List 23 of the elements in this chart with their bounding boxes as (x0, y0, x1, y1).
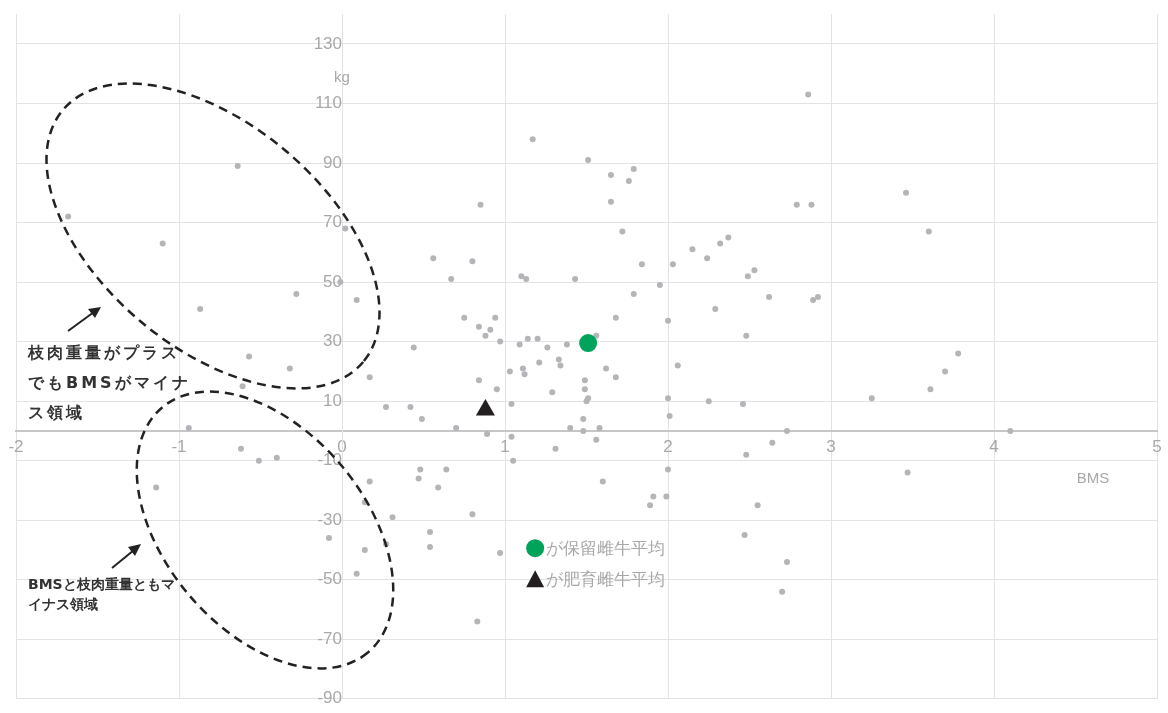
x-axis-title: BMS (1076, 469, 1110, 487)
x-tick-label: -2 (8, 436, 24, 456)
y-tick-label: 10 (323, 390, 342, 410)
y-tick-label: 110 (314, 93, 342, 113)
x-tick-label: 2 (663, 436, 673, 456)
legend-label: が肥育雌牛平均 (546, 568, 666, 589)
x-tick-label: 4 (989, 436, 999, 456)
annotation: BMSと枝肉重量ともマイナス領域 (28, 575, 176, 614)
y-tick-label: 90 (323, 152, 342, 172)
y-tick-label: -50 (317, 569, 342, 589)
x-tick-label: 1 (500, 436, 510, 456)
y-tick-label: -30 (317, 509, 342, 529)
y-tick-label: -70 (317, 628, 342, 648)
x-tick-label: 3 (826, 436, 836, 456)
y-tick-label: -90 (317, 688, 342, 708)
y-tick-label: 30 (323, 331, 342, 351)
legend-label: が保留雌牛平均 (546, 537, 666, 558)
x-tick-label: -1 (171, 436, 187, 456)
y-axis-title: kg (334, 68, 350, 86)
annotation: 枝肉重量がプラスでもBMSがマイナス領域 (28, 342, 192, 424)
y-tick-label: 70 (323, 212, 342, 232)
x-tick-label: 5 (1152, 436, 1162, 456)
y-tick-label: 130 (313, 33, 342, 53)
